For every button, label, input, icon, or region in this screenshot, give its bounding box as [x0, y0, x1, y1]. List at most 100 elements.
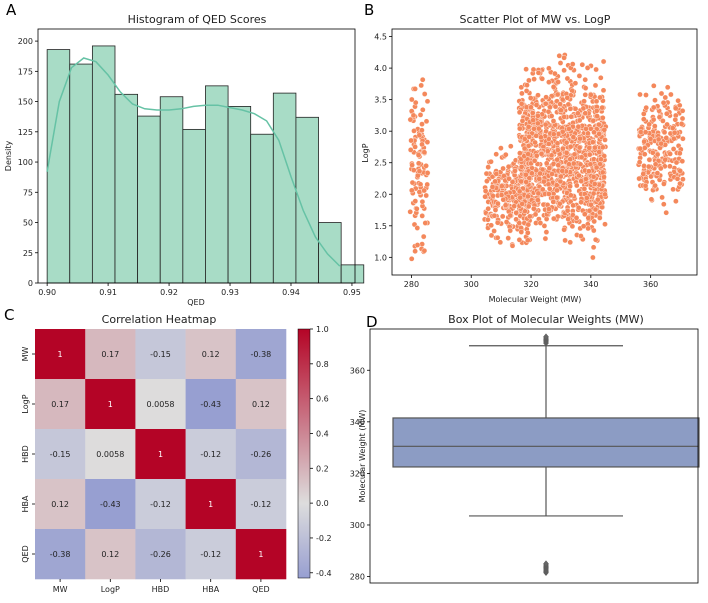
scatter-point — [600, 115, 606, 121]
scatter-point — [424, 181, 431, 188]
histogram-x-tick-label: 0.94 — [282, 288, 300, 297]
scatter-point — [567, 106, 574, 112]
histogram-bars — [46, 45, 365, 284]
scatter-point — [670, 146, 677, 152]
scatter-point — [417, 181, 424, 188]
scatter-point — [525, 221, 532, 228]
scatter-point — [583, 126, 589, 132]
scatter-point — [576, 73, 583, 79]
heatmap-cell-label: 0.0058 — [147, 400, 175, 409]
scatter-point — [568, 113, 575, 120]
scatter-point — [643, 104, 650, 111]
scatter-point — [664, 121, 670, 128]
scatter-point — [543, 94, 549, 100]
scatter-point — [557, 178, 564, 185]
scatter-point — [566, 126, 572, 132]
heatmap-cell-label: 1 — [108, 400, 113, 409]
scatter-point — [408, 96, 415, 103]
scatter-point — [667, 163, 673, 170]
panel-letter-c: C — [4, 306, 14, 324]
scatter-point — [591, 129, 597, 136]
scatter-point — [516, 109, 523, 116]
scatter-point — [585, 225, 591, 232]
scatter-point — [638, 129, 644, 135]
scatter-point — [525, 143, 532, 149]
boxplot-outlier — [543, 560, 549, 568]
scatter-point — [637, 145, 644, 152]
heatmap-cell-label: -0.26 — [251, 450, 272, 459]
scatter-point — [662, 156, 669, 163]
scatter-point — [661, 181, 667, 187]
scatter-point — [417, 112, 424, 118]
scatter-point — [580, 105, 587, 112]
scatter-point — [590, 139, 596, 145]
heatmap-cell-label: 0.12 — [202, 350, 220, 359]
scatter-point — [573, 214, 580, 221]
scatter-point — [525, 229, 531, 236]
scatter-point — [505, 163, 512, 170]
histogram-y-tick-label: 175 — [18, 67, 33, 76]
scatter-point — [646, 156, 653, 163]
histogram-bar — [250, 133, 274, 284]
heatmap-colorbar — [297, 328, 311, 579]
scatter-point — [667, 151, 673, 157]
heatmap-cell-label: -0.43 — [200, 400, 221, 409]
heatmap-y-label: LogP — [21, 394, 30, 413]
scatter-point — [488, 222, 495, 229]
scatter-point — [519, 201, 525, 207]
scatter-point — [588, 126, 594, 132]
scatter-point — [585, 215, 592, 221]
scatter-point — [578, 233, 584, 239]
scatter-point — [499, 213, 506, 220]
scatter-point — [419, 107, 426, 113]
scatter-point — [424, 170, 431, 176]
scatter-point — [574, 182, 580, 189]
scatter-point — [531, 76, 537, 82]
heatmap-cell-label: -0.12 — [200, 550, 221, 559]
scatter-point — [583, 176, 589, 182]
scatter-point — [668, 91, 674, 98]
colorbar-tick-label: -0.2 — [316, 534, 332, 543]
heatmap-cell-label: 0.17 — [101, 350, 119, 359]
scatter-point — [575, 123, 582, 130]
scatter-point — [410, 167, 417, 173]
heatmap-cell-label: -0.38 — [50, 550, 71, 559]
heatmap-x-label: HBD — [152, 585, 170, 594]
scatter-point — [670, 186, 676, 193]
scatter-point — [497, 239, 504, 246]
scatter-point — [409, 179, 416, 186]
scatter-x-ticks: 280 300 320 340 360 — [404, 275, 658, 289]
scatter-point — [523, 66, 529, 72]
scatter-point — [488, 232, 495, 239]
scatter-point — [544, 148, 551, 154]
scatter-point — [516, 220, 523, 226]
heatmap-cell-label: 0.12 — [252, 400, 270, 409]
scatter-point — [661, 201, 667, 207]
scatter-point — [535, 70, 542, 76]
scatter-point — [650, 149, 656, 156]
scatter-point — [679, 158, 686, 164]
histogram-bar — [69, 63, 93, 284]
scatter-point — [498, 192, 505, 198]
scatter-point — [650, 104, 657, 111]
histogram-y-tick-label: 0 — [28, 279, 33, 288]
scatter-point — [567, 143, 574, 150]
boxplot-y-tick-label: 360 — [350, 366, 365, 375]
scatter-point — [555, 79, 561, 85]
scatter-point — [602, 221, 608, 227]
scatter-point — [567, 156, 574, 162]
scatter-point — [505, 235, 512, 241]
heatmap-x-label: LogP — [101, 585, 120, 594]
scatter-point — [558, 173, 564, 180]
scatter-point — [641, 111, 647, 117]
histogram-bar — [159, 96, 184, 284]
scatter-point — [507, 143, 514, 149]
heatmap-cell — [35, 529, 86, 580]
scatter-point — [591, 227, 597, 234]
scatter-point — [519, 90, 525, 97]
boxplot-y-tick-label: 300 — [350, 521, 365, 530]
scatter-point — [663, 209, 670, 216]
boxplot-y-ticks: 280 300 320 340 360 — [350, 366, 370, 582]
scatter-point — [568, 192, 574, 199]
scatter-point — [409, 162, 415, 168]
